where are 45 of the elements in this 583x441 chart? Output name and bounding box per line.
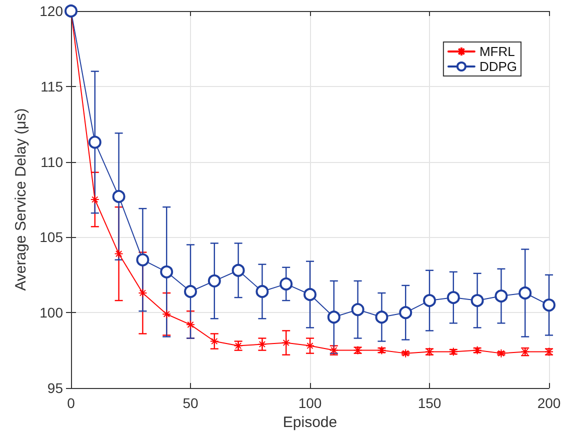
point xyxy=(232,264,245,277)
point xyxy=(136,253,150,266)
point xyxy=(160,265,174,278)
point xyxy=(304,288,316,301)
point xyxy=(351,303,364,316)
point xyxy=(423,294,436,308)
point xyxy=(184,284,197,298)
point xyxy=(138,288,148,298)
point xyxy=(399,306,412,320)
point xyxy=(162,310,172,319)
point xyxy=(256,284,269,298)
point xyxy=(258,340,267,349)
y-tick-label: 120 xyxy=(40,3,64,19)
point xyxy=(210,336,219,346)
point xyxy=(114,249,124,258)
point xyxy=(470,294,484,308)
x-tick-label: 150 xyxy=(418,395,442,411)
point xyxy=(208,274,221,288)
point xyxy=(282,338,291,348)
x-tick-label: 100 xyxy=(298,395,322,411)
point xyxy=(375,310,388,324)
y-tick-label: 100 xyxy=(40,304,64,321)
point xyxy=(280,277,293,290)
point xyxy=(518,286,532,300)
point xyxy=(88,136,102,149)
point xyxy=(542,298,556,312)
y-tick-label: 110 xyxy=(40,154,64,170)
point xyxy=(327,310,340,324)
point xyxy=(90,195,100,204)
point xyxy=(494,290,508,303)
x-tick-label: 50 xyxy=(182,395,198,411)
x-tick-label: 0 xyxy=(67,395,76,411)
x-axis-title: Episode xyxy=(282,414,338,431)
y-tick-label: 95 xyxy=(47,380,64,396)
x-tick-label: 200 xyxy=(537,395,561,411)
legend-label: DDPG xyxy=(479,59,518,74)
y-axis-title: Average Service Delay (μs) xyxy=(12,108,30,291)
legend-label: MFRL xyxy=(479,44,515,59)
point xyxy=(112,190,126,203)
point xyxy=(496,348,506,358)
y-tick-label: 105 xyxy=(40,229,64,246)
point xyxy=(401,348,410,358)
point xyxy=(186,320,195,330)
y-tick-label: 115 xyxy=(40,78,64,94)
point xyxy=(446,291,460,304)
